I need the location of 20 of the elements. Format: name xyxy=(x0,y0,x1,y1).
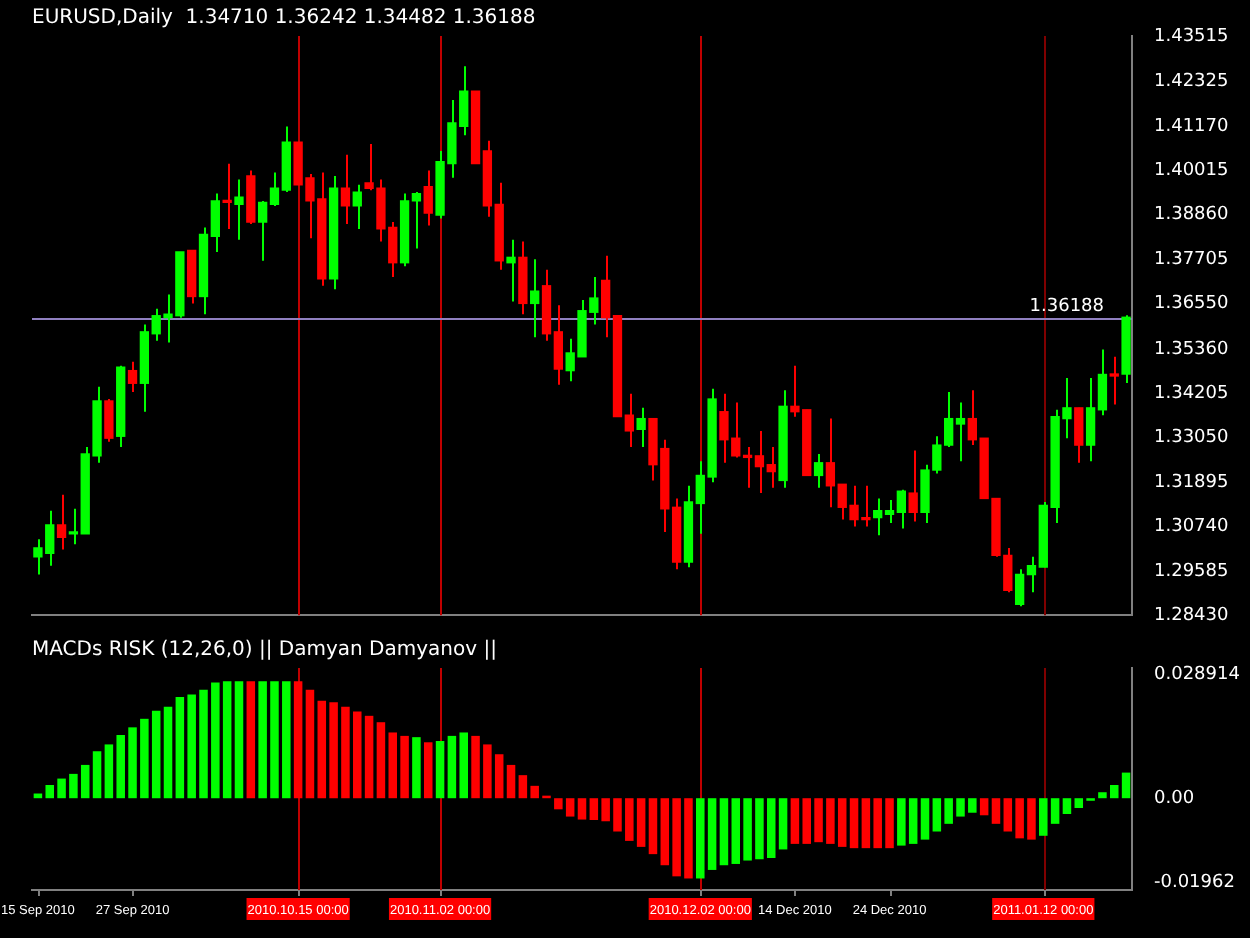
y-tick-label: 0.00 xyxy=(1154,788,1195,809)
y-tick-label: 1.38860 xyxy=(1154,205,1229,226)
y-tick-label: 1.29585 xyxy=(1154,561,1229,582)
y-tick-label: 1.34205 xyxy=(1154,384,1229,405)
y-tick-label: 1.40015 xyxy=(1154,161,1229,182)
y-tick-label: 1.42325 xyxy=(1154,72,1229,93)
chart-title: MACDs RISK (12,26,0) || Damyan Damyanov || xyxy=(32,639,497,662)
y-tick-label: 1.43515 xyxy=(1154,26,1229,47)
y-tick-label: 0.028914 xyxy=(1154,665,1241,686)
y-tick-label: 1.33050 xyxy=(1154,428,1229,449)
y-tick-label: 1.31895 xyxy=(1154,472,1229,493)
y-tick-label: 1.41170 xyxy=(1154,116,1229,137)
ref-line-label: 1.36188 xyxy=(1029,296,1105,317)
y-tick-label: 1.36550 xyxy=(1154,294,1229,315)
chart-title: EURUSD,Daily 1.34710 1.36242 1.34482 1.36188 xyxy=(32,7,536,30)
y-tick-label: -0.01962 xyxy=(1154,872,1235,893)
y-tick-label: 1.28430 xyxy=(1154,605,1229,626)
y-tick-label: 1.30740 xyxy=(1154,517,1229,538)
y-tick-label: 1.37705 xyxy=(1154,249,1229,270)
y-tick-label: 1.35360 xyxy=(1154,339,1229,360)
